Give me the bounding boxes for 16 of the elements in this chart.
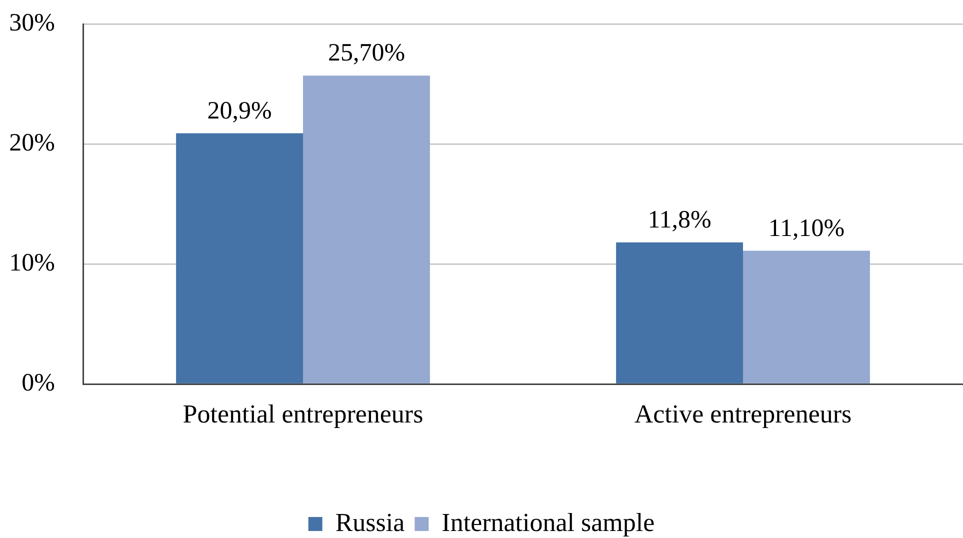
x-tick-label: Potential entrepreneurs	[182, 399, 424, 428]
legend-label: International sample	[442, 508, 655, 537]
bar	[176, 133, 303, 384]
data-label: 25,70%	[328, 40, 406, 67]
data-label: 11,8%	[648, 206, 712, 234]
legend-label: Russia	[335, 508, 406, 537]
data-label: 20,9%	[207, 97, 272, 124]
y-tick-label: 20%	[9, 130, 55, 157]
y-tick-label: 30%	[9, 10, 55, 37]
x-tick-label: Active entrepreneurs	[634, 399, 852, 428]
y-tick-label: 0%	[22, 370, 55, 397]
bar	[743, 250, 870, 384]
bar	[303, 76, 430, 384]
bar	[616, 242, 743, 384]
data-label: 11,10%	[768, 214, 845, 242]
y-tick-label: 10%	[9, 250, 55, 277]
